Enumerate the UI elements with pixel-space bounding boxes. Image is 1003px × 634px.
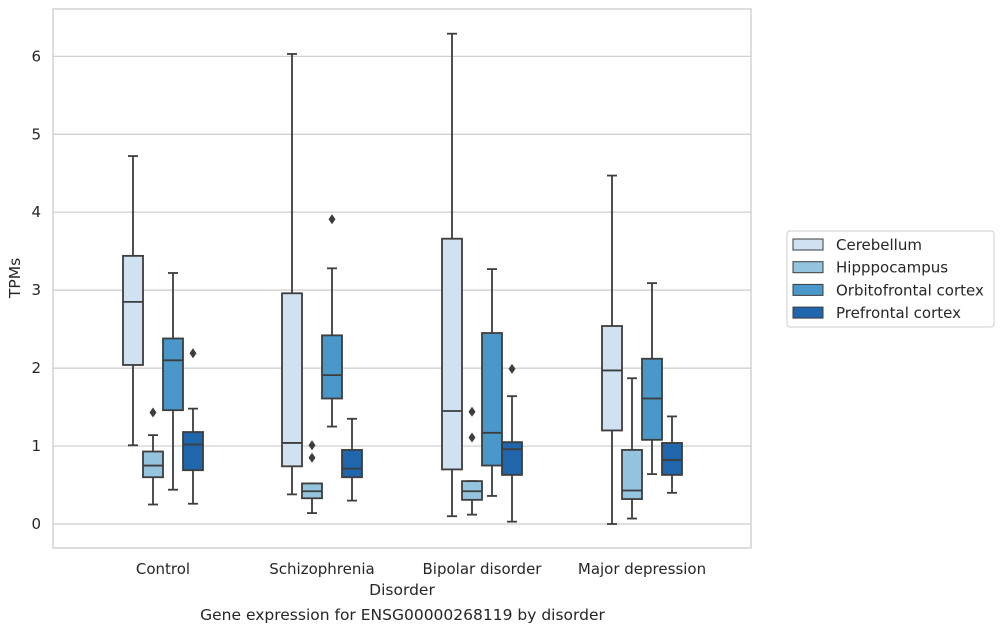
box-series [122, 32, 683, 525]
box-2-1 [321, 214, 343, 428]
legend-label: Orbitofrontal cortex [836, 281, 984, 299]
outlier-point [508, 363, 516, 374]
box-body [661, 442, 683, 476]
box-body [122, 254, 144, 366]
x-axis-ticks: Control Schizophrenia Bipolar disorder Majo… [136, 560, 706, 578]
box-2-2 [481, 268, 503, 497]
y-tick-label: 4 [31, 203, 41, 221]
legend-swatch [792, 283, 824, 296]
box-0-3 [601, 174, 623, 525]
box-0-1 [281, 53, 303, 496]
outlier-point [328, 214, 336, 225]
box-2-3 [641, 282, 663, 476]
legend-label: Prefrontal cortex [836, 304, 961, 322]
x-axis-label: Disorder [369, 581, 435, 599]
y-axis-label: TPMs [6, 258, 24, 299]
y-tick-label: 5 [31, 125, 41, 143]
legend-swatch [792, 306, 824, 319]
outlier-point [308, 440, 316, 451]
x-tick-label: Control [136, 560, 190, 578]
box-body [281, 292, 303, 468]
box-body [182, 431, 204, 472]
y-axis-ticks: 0 1 2 3 4 5 6 [31, 47, 41, 533]
legend-swatch [792, 238, 824, 251]
legend-swatch [792, 261, 824, 274]
box-body [162, 337, 184, 412]
box-1-3 [621, 377, 643, 520]
y-tick-label: 2 [31, 359, 41, 377]
outlier-point [468, 406, 476, 417]
box-body [321, 334, 343, 400]
figure-caption: Gene expression for ENSG00000268119 by d… [200, 606, 605, 624]
y-tick-label: 0 [31, 515, 41, 533]
box-3-1 [341, 417, 363, 502]
box-1-0 [142, 407, 164, 506]
plot-frame [52, 8, 752, 549]
box-0-0 [122, 155, 144, 447]
legend-label: Hipppocampus [836, 259, 948, 277]
y-tick-label: 3 [31, 281, 41, 299]
outlier-point [468, 432, 476, 443]
box-body [341, 449, 363, 479]
box-body [621, 449, 643, 500]
box-2-0 [162, 272, 184, 491]
x-tick-label: Bipolar disorder [423, 560, 543, 578]
x-tick-label: Schizophrenia [269, 560, 374, 578]
box-3-3 [661, 415, 683, 494]
box-1-2 [461, 406, 483, 516]
box-body [601, 325, 623, 432]
y-tick-label: 6 [31, 47, 41, 65]
box-body [501, 441, 523, 476]
legend: Cerebellum Hipppocampus Orbitofrontal cort… [786, 230, 995, 328]
box-body [142, 450, 164, 479]
box-body [441, 237, 463, 471]
legend-label: Cerebellum [836, 236, 922, 254]
x-tick-label: Major depression [578, 560, 706, 578]
box-3-2 [501, 363, 523, 523]
box-body [481, 332, 503, 467]
box-0-2 [441, 32, 463, 518]
legend-frame [786, 230, 995, 328]
outlier-point [308, 452, 316, 463]
y-tick-label: 1 [31, 437, 41, 455]
box-3-0 [182, 348, 204, 505]
outlier-point [149, 407, 157, 418]
outlier-point [189, 348, 197, 359]
box-1-1 [301, 440, 323, 514]
